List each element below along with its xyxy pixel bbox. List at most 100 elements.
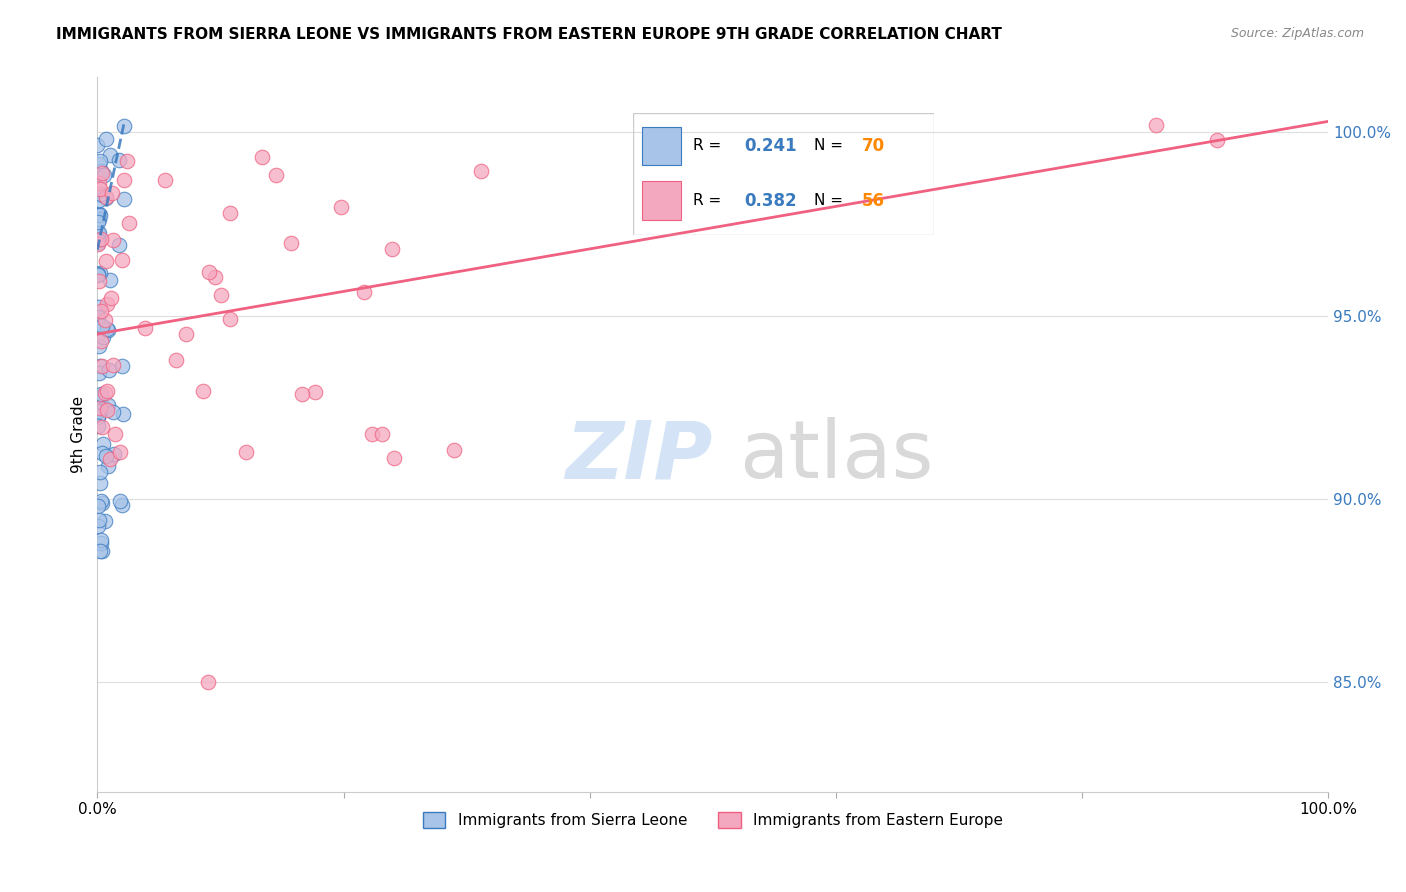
Point bbox=[87, 214, 110, 228]
Point bbox=[101, 186, 124, 200]
Point bbox=[96, 322, 118, 336]
Point bbox=[111, 253, 134, 268]
Point bbox=[89, 182, 111, 196]
Point bbox=[87, 410, 110, 425]
Point bbox=[89, 401, 111, 415]
Point bbox=[87, 310, 110, 324]
Point bbox=[87, 339, 110, 353]
Point bbox=[330, 200, 353, 214]
Point bbox=[111, 499, 134, 513]
Point bbox=[381, 242, 404, 256]
Point bbox=[89, 513, 111, 527]
Point bbox=[87, 419, 110, 434]
Point bbox=[103, 358, 125, 372]
Point bbox=[87, 300, 110, 314]
Point bbox=[98, 147, 121, 161]
Point bbox=[218, 206, 240, 220]
Point bbox=[89, 475, 111, 490]
Point bbox=[91, 318, 114, 333]
Point bbox=[90, 446, 112, 460]
Point bbox=[94, 449, 117, 463]
Point bbox=[94, 514, 117, 528]
Point bbox=[97, 363, 120, 377]
Point bbox=[470, 163, 492, 178]
Text: atlas: atlas bbox=[738, 417, 934, 495]
Point bbox=[98, 273, 121, 287]
Point bbox=[87, 235, 110, 250]
Point bbox=[87, 317, 110, 331]
Point bbox=[96, 403, 118, 417]
Point bbox=[87, 212, 110, 227]
Point bbox=[91, 544, 114, 558]
Text: Source: ZipAtlas.com: Source: ZipAtlas.com bbox=[1230, 27, 1364, 40]
Point bbox=[96, 191, 118, 205]
Point bbox=[112, 173, 135, 187]
Point bbox=[89, 543, 111, 558]
Point bbox=[87, 404, 110, 418]
Point bbox=[108, 237, 131, 252]
Point bbox=[89, 208, 111, 222]
Y-axis label: 9th Grade: 9th Grade bbox=[72, 396, 86, 474]
Point bbox=[90, 535, 112, 549]
Point bbox=[89, 465, 111, 479]
Point bbox=[90, 163, 112, 178]
Point bbox=[291, 386, 314, 401]
Point bbox=[104, 427, 127, 442]
Point bbox=[250, 150, 273, 164]
Text: ZIP: ZIP bbox=[565, 417, 713, 495]
Point bbox=[87, 194, 110, 208]
Point bbox=[96, 254, 118, 268]
Point bbox=[91, 329, 114, 343]
Point bbox=[87, 519, 110, 533]
Point bbox=[108, 494, 131, 508]
Point bbox=[103, 446, 125, 460]
Point bbox=[87, 237, 110, 252]
Point bbox=[235, 445, 257, 459]
Point bbox=[86, 167, 108, 181]
Point bbox=[97, 323, 120, 337]
Point bbox=[90, 304, 112, 318]
Point bbox=[197, 675, 219, 690]
Point bbox=[443, 442, 465, 457]
Text: IMMIGRANTS FROM SIERRA LEONE VS IMMIGRANTS FROM EASTERN EUROPE 9TH GRADE CORRELA: IMMIGRANTS FROM SIERRA LEONE VS IMMIGRAN… bbox=[56, 27, 1002, 42]
Point bbox=[91, 359, 114, 374]
Point bbox=[90, 188, 112, 202]
Point bbox=[97, 459, 120, 474]
Point bbox=[89, 359, 111, 373]
Point bbox=[1206, 133, 1229, 147]
Point bbox=[101, 405, 124, 419]
Point bbox=[304, 384, 326, 399]
Point bbox=[107, 153, 129, 167]
Point bbox=[204, 269, 226, 284]
Point bbox=[96, 384, 118, 399]
Point bbox=[87, 367, 110, 381]
Point bbox=[93, 169, 115, 183]
Point bbox=[90, 389, 112, 403]
Point bbox=[89, 154, 111, 169]
Point bbox=[94, 313, 117, 327]
Point bbox=[219, 311, 242, 326]
Point bbox=[112, 192, 135, 206]
Point bbox=[90, 494, 112, 508]
Point bbox=[93, 401, 115, 416]
Point bbox=[198, 265, 221, 279]
Point bbox=[117, 216, 139, 230]
Point bbox=[91, 166, 114, 180]
Point bbox=[94, 385, 117, 400]
Point bbox=[90, 187, 112, 202]
Point bbox=[91, 419, 114, 434]
Point bbox=[86, 500, 108, 514]
Point bbox=[111, 407, 134, 421]
Point bbox=[87, 207, 110, 221]
Point bbox=[87, 268, 110, 283]
Point bbox=[87, 267, 110, 281]
Point bbox=[89, 156, 111, 170]
Point bbox=[117, 154, 139, 169]
Point bbox=[361, 427, 384, 442]
Point bbox=[96, 297, 118, 311]
Point bbox=[89, 267, 111, 281]
Point bbox=[89, 387, 111, 401]
Point bbox=[90, 533, 112, 547]
Point bbox=[90, 496, 112, 510]
Point bbox=[371, 427, 394, 442]
